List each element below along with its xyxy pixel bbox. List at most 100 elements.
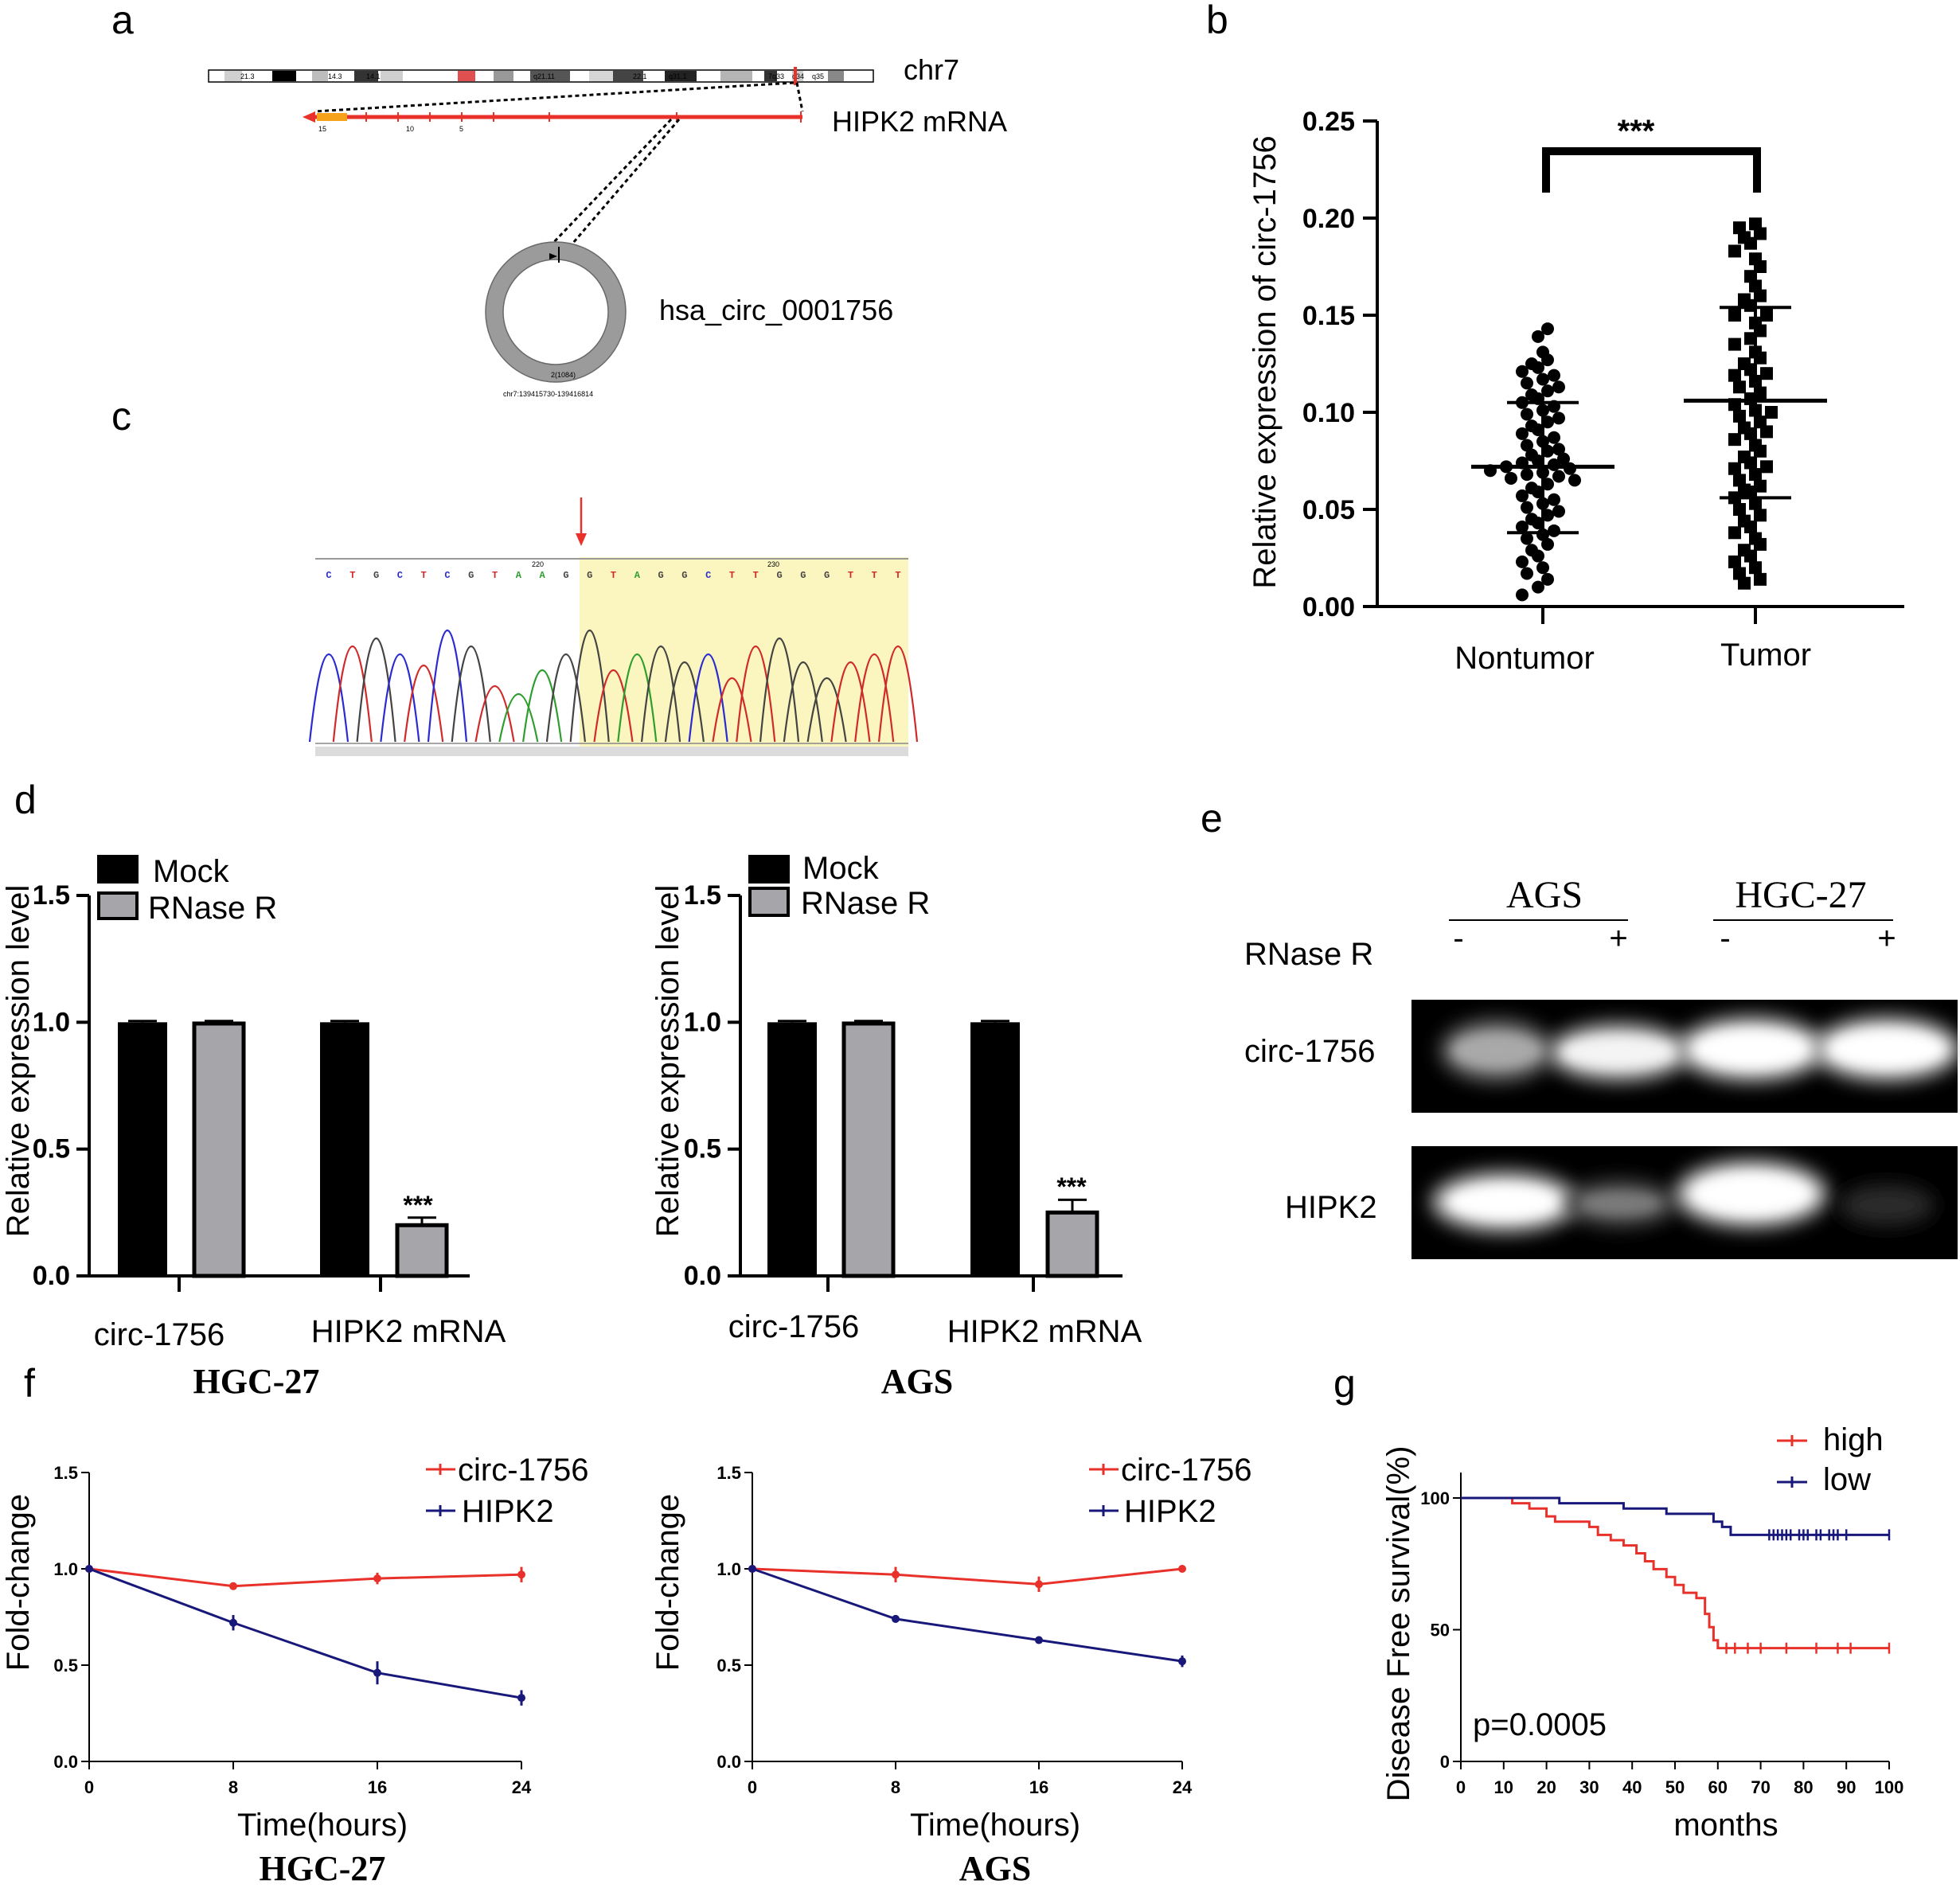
base-call-18: T <box>729 570 735 581</box>
b-point-nontumor-19 <box>1552 412 1565 425</box>
band-label-7: 7q33 <box>768 72 784 80</box>
b-point-tumor-2 <box>1733 221 1746 235</box>
f-hgc-xtick-label-8: 8 <box>228 1777 238 1797</box>
b-point-tumor-57 <box>1733 567 1746 580</box>
b-point-nontumor-23 <box>1516 427 1529 440</box>
d-ags-title: AGS <box>881 1362 953 1401</box>
g-ytick-label-50: 50 <box>1431 1621 1450 1640</box>
base-call-21: G <box>800 570 806 581</box>
g-xtick-label-60: 60 <box>1708 1777 1728 1797</box>
base-call-14: A <box>634 570 641 581</box>
f-ags-xtick-label-0: 0 <box>748 1777 757 1797</box>
panel-d-bars-hgc27: 0.0 0.5 1.0 1.5 Relative expression level c… <box>1 854 506 1401</box>
b-point-tumor-18 <box>1728 337 1741 351</box>
d-hgc-bar-rnase-r-1 <box>192 1021 246 1278</box>
base-call-6: C <box>444 570 450 581</box>
b-point-nontumor-41 <box>1568 474 1581 487</box>
chromatogram-peak-16 <box>664 661 705 743</box>
b-ytick-label-0.10: 0.10 <box>1302 398 1355 428</box>
b-point-tumor-62 <box>1760 460 1773 474</box>
d-hgc-bar-rnase-r-2 <box>395 1223 449 1278</box>
f-ags-title: AGS <box>959 1849 1031 1888</box>
mrna-label: HIPK2 mRNA <box>832 105 1007 138</box>
d-ags-ytick-label-1.5: 1.5 <box>684 880 721 911</box>
chromatogram-peak-19 <box>736 646 776 743</box>
b-point-nontumor-61 <box>1536 561 1549 575</box>
b-point-tumor-9 <box>1744 270 1757 283</box>
panel-c-sanger: C T G C T C G T A A G G T A G G C T T G G G T T T 220 230 <box>308 497 919 756</box>
b-point-nontumor-60 <box>1516 555 1529 568</box>
base-call-13: T <box>611 570 616 581</box>
f-hgc-xtick-label-24: 24 <box>512 1777 532 1797</box>
junction-arrow-icon <box>576 533 587 546</box>
b-ytick-label-0.00: 0.00 <box>1302 592 1355 622</box>
d-hgc-ylabel: Relative expression level <box>1 885 36 1237</box>
base-call-7: G <box>468 570 474 581</box>
base-call-1: C <box>326 570 331 581</box>
b-point-nontumor-53 <box>1516 520 1529 533</box>
f-hgc-ytick-label-1.5: 1.5 <box>53 1463 78 1483</box>
g-xtick-label-100: 100 <box>1875 1777 1904 1797</box>
b-point-tumor-11 <box>1754 289 1767 302</box>
f-ags-line-hipk2 <box>752 1567 1183 1663</box>
b-point-nontumor-56 <box>1521 532 1533 545</box>
f-hgc-ytick-label-1.0: 1.0 <box>53 1559 78 1579</box>
d-hgc-significance: *** <box>403 1191 433 1219</box>
b-point-nontumor-8 <box>1548 369 1560 382</box>
f-hgc-xlabel: Time(hours) <box>237 1808 408 1843</box>
f-hgc-legend-hipk2: HIPK2 <box>462 1494 554 1529</box>
b-point-nontumor-48 <box>1521 501 1533 514</box>
band-label-5: 22.1 <box>633 72 647 80</box>
g-xlabel: months <box>1673 1808 1778 1843</box>
gel-group-hgc27: HGC-27 <box>1735 874 1866 916</box>
chromatogram-peak-1 <box>308 653 349 743</box>
b-ylabel: Relative expression of circ-1756 <box>1247 135 1283 588</box>
b-point-tumor-50 <box>1728 526 1741 540</box>
d-hgc-ytick-label-0.5: 0.5 <box>33 1134 70 1164</box>
base-call-10: A <box>540 570 546 581</box>
b-ytick-label-0.05: 0.05 <box>1302 495 1355 525</box>
b-point-tumor-60 <box>1765 406 1778 419</box>
d-ags-bar-mock-2 <box>970 1022 1020 1276</box>
line-plot-area-hgc27: 0.0 0.5 1.0 1.5 0 8 16 24 <box>53 1463 532 1797</box>
b-point-nontumor-6 <box>1532 361 1544 374</box>
f-ags-xtick-label-16: 16 <box>1029 1777 1048 1797</box>
b-point-nontumor-2 <box>1532 330 1544 343</box>
base-call-19: T <box>753 570 759 581</box>
g-curve-low <box>1461 1496 1889 1536</box>
zoom-line-right <box>795 82 804 112</box>
d-hgc-cat-circ: circ-1756 <box>94 1317 225 1352</box>
d-ags-ylabel: Relative expression level <box>650 885 685 1237</box>
b-point-nontumor-26 <box>1521 439 1533 452</box>
g-xtick-label-20: 20 <box>1536 1777 1556 1797</box>
g-curve-high <box>1461 1496 1889 1650</box>
b-point-nontumor-4 <box>1541 353 1554 367</box>
base-call-23: T <box>848 570 853 581</box>
panel-g-survival: 0 50 100 0 10 20 30 40 50 60 70 80 90 100 Disease Fre… <box>1381 1422 1903 1843</box>
b-point-nontumor-45 <box>1516 489 1529 502</box>
f-ags-ylabel: Fold-change <box>650 1494 685 1671</box>
b-point-tumor-14 <box>1728 309 1741 322</box>
b-point-tumor-5 <box>1744 236 1757 250</box>
f-ags-xtick-label-8: 8 <box>891 1777 900 1797</box>
b-point-tumor-34 <box>1728 433 1741 447</box>
b-point-nontumor-64 <box>1532 580 1544 594</box>
b-point-nontumor-24 <box>1548 431 1560 444</box>
b-ytick-label-0.20: 0.20 <box>1302 204 1355 234</box>
chromatogram-peak-23 <box>830 661 871 743</box>
f-ags-ytick-label-0.0: 0.0 <box>716 1752 741 1772</box>
base-call-12: G <box>587 570 592 581</box>
b-point-tumor-52 <box>1754 537 1767 551</box>
panel-letter-e: e <box>1201 796 1223 841</box>
d-ags-bar-mock-1 <box>767 1022 817 1276</box>
d-hgc-legend-rnase-swatch <box>97 891 139 920</box>
panel-letter-d: d <box>14 778 37 822</box>
panel-letter-b: b <box>1206 0 1228 42</box>
survival-plot-area: 0 50 100 0 10 20 30 40 50 60 70 80 90 100 <box>1420 1473 1903 1797</box>
b-point-nontumor-12 <box>1541 384 1554 398</box>
f-hgc-xtick-label-16: 16 <box>368 1777 387 1797</box>
b-ytick-label-0.25: 0.25 <box>1302 107 1355 137</box>
b-category-tumor: Tumor <box>1720 638 1811 673</box>
base-call-5: T <box>421 570 427 581</box>
b-point-tumor-59 <box>1738 576 1751 590</box>
